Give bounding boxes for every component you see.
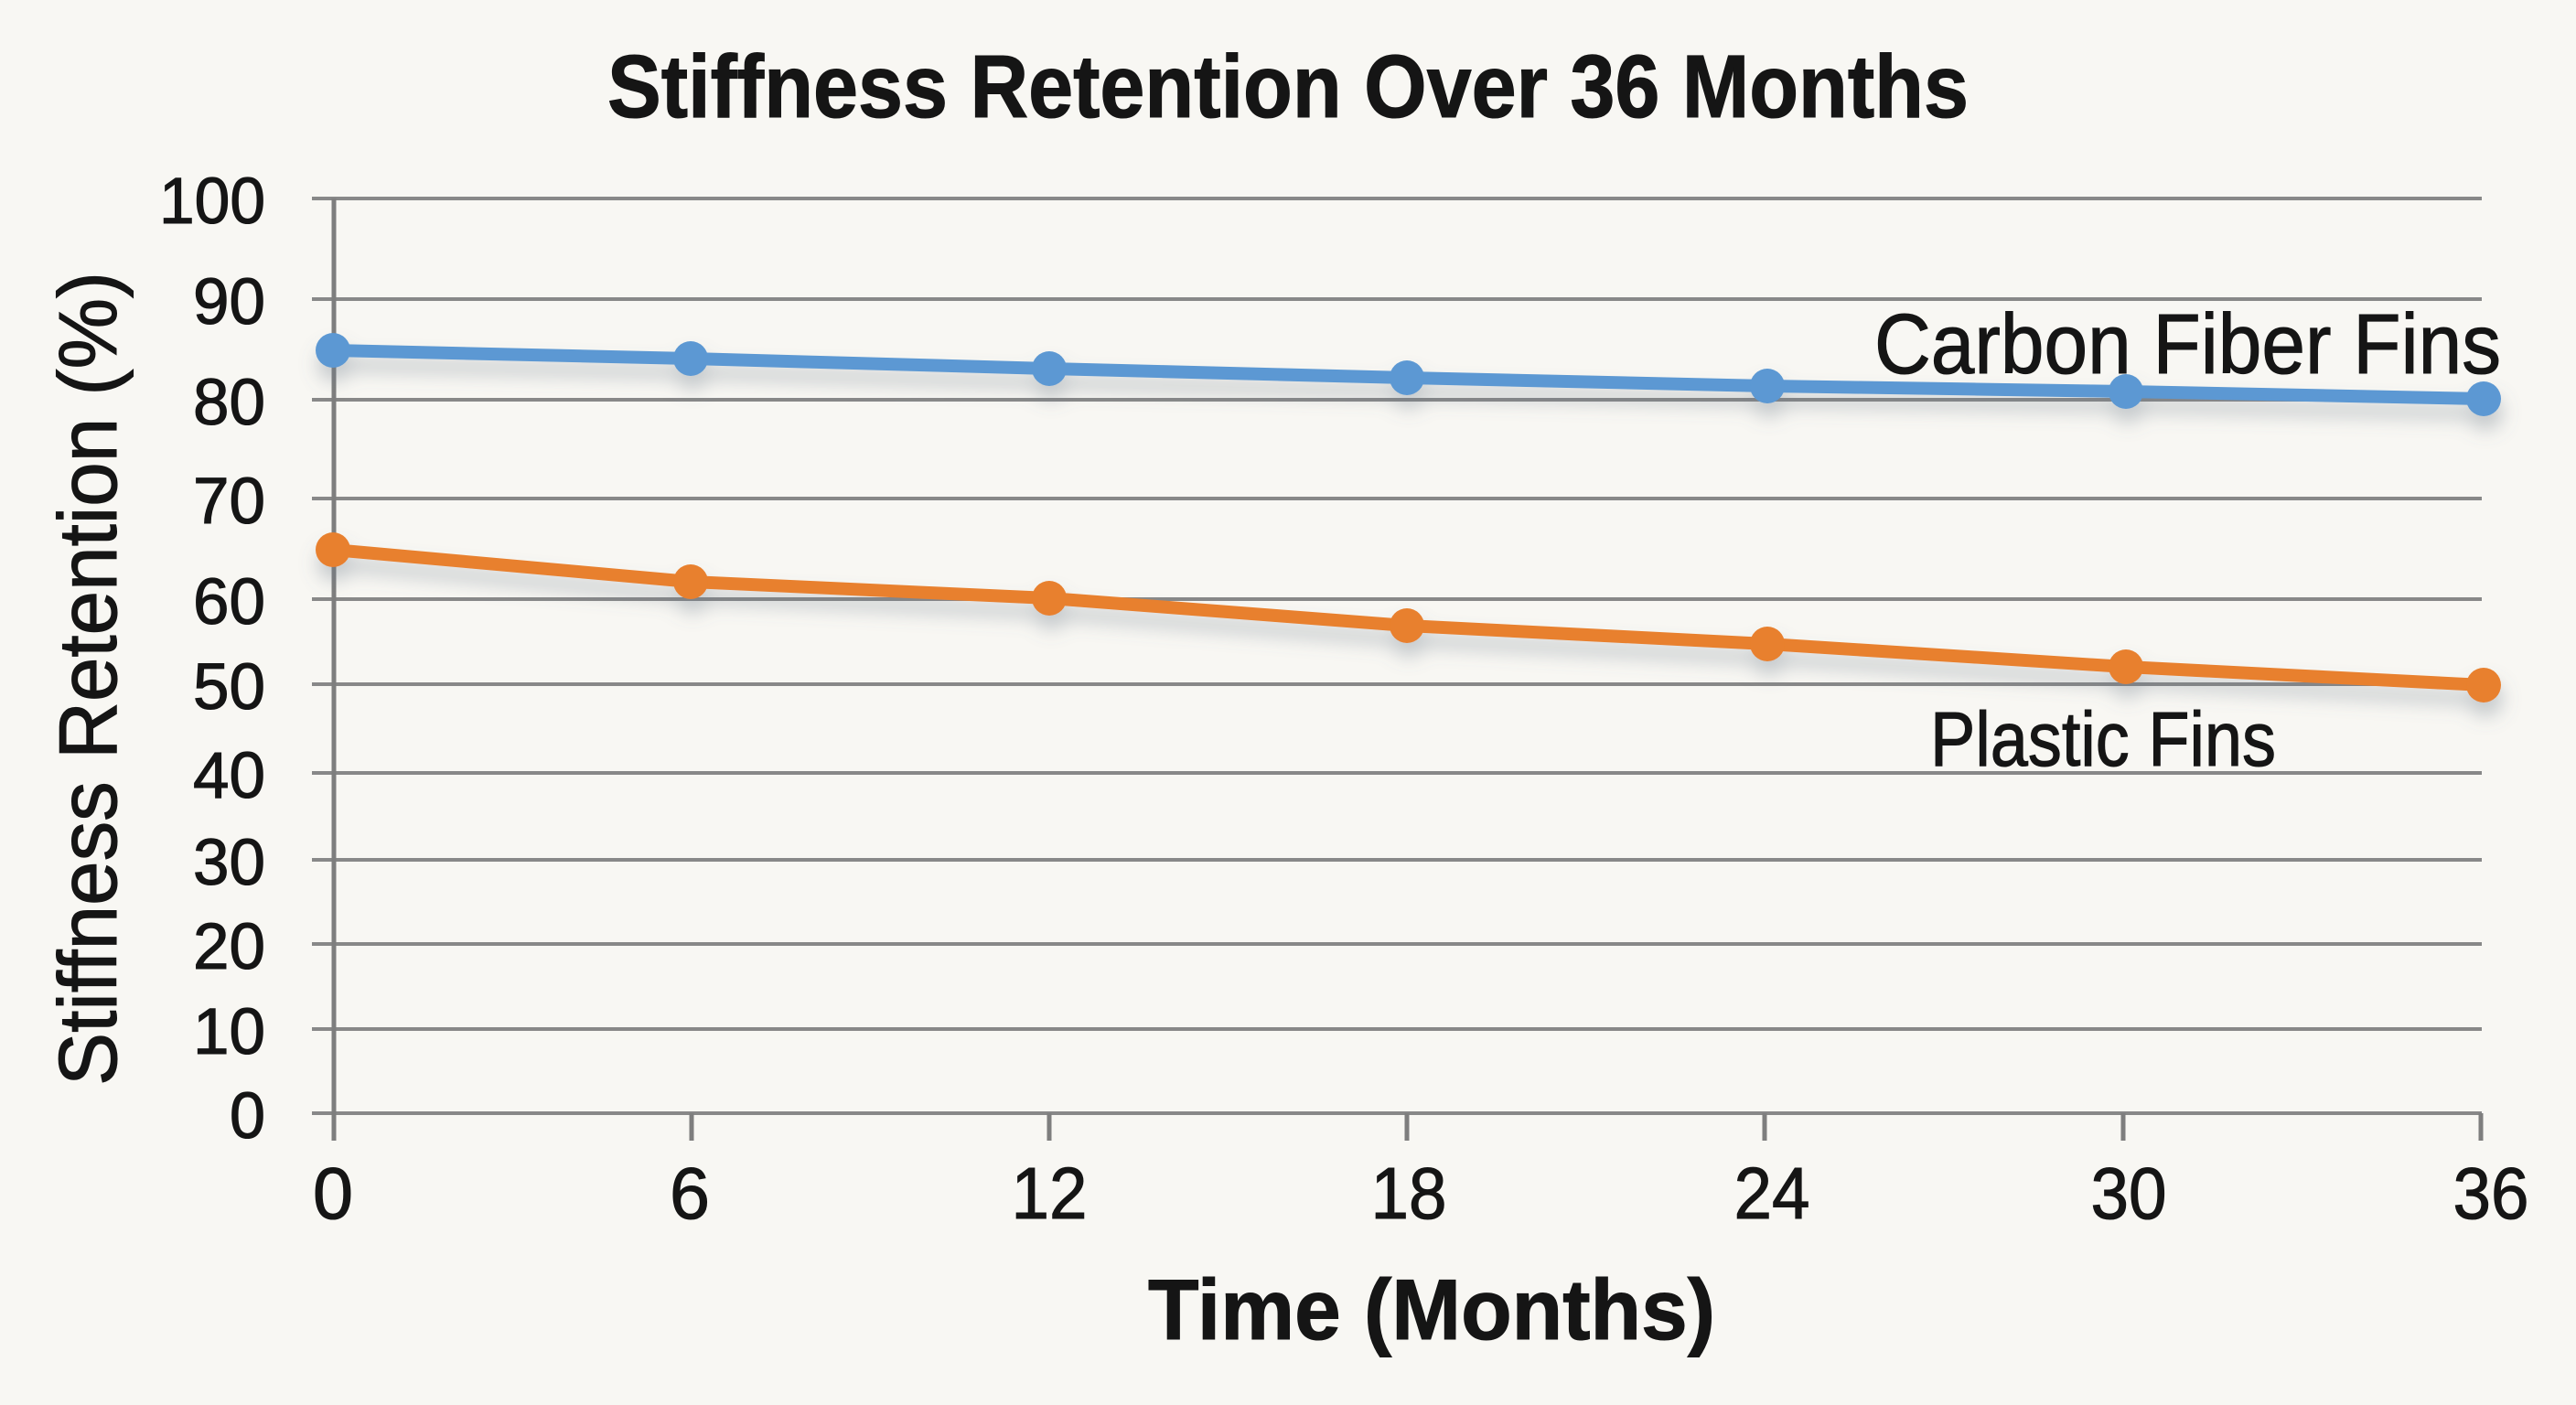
svg-text:24: 24 [1734, 1153, 1810, 1234]
svg-text:30: 30 [2091, 1153, 2167, 1234]
svg-text:100: 100 [159, 166, 265, 238]
svg-text:Stiffness Retention Over 36 Mo: Stiffness Retention Over 36 Months [607, 37, 1969, 136]
svg-text:10: 10 [193, 996, 265, 1068]
svg-text:30: 30 [193, 827, 265, 899]
svg-text:60: 60 [193, 566, 265, 638]
svg-text:80: 80 [193, 367, 265, 439]
svg-text:70: 70 [193, 466, 265, 538]
svg-text:12: 12 [1012, 1153, 1088, 1234]
svg-text:40: 40 [193, 740, 265, 812]
svg-text:90: 90 [193, 266, 265, 338]
svg-text:0: 0 [313, 1153, 353, 1234]
svg-text:50: 50 [193, 651, 265, 724]
svg-text:Time (Months): Time (Months) [1148, 1261, 1715, 1357]
svg-text:Stiffness Retention (%): Stiffness Retention (%) [43, 272, 134, 1086]
svg-text:6: 6 [670, 1153, 710, 1234]
svg-text:20: 20 [193, 911, 265, 983]
svg-text:Carbon Fiber Fins: Carbon Fiber Fins [1874, 296, 2501, 391]
svg-text:36: 36 [2453, 1153, 2529, 1234]
svg-text:0: 0 [230, 1080, 265, 1153]
svg-text:Plastic Fins: Plastic Fins [1930, 696, 2276, 782]
svg-text:18: 18 [1371, 1153, 1447, 1234]
